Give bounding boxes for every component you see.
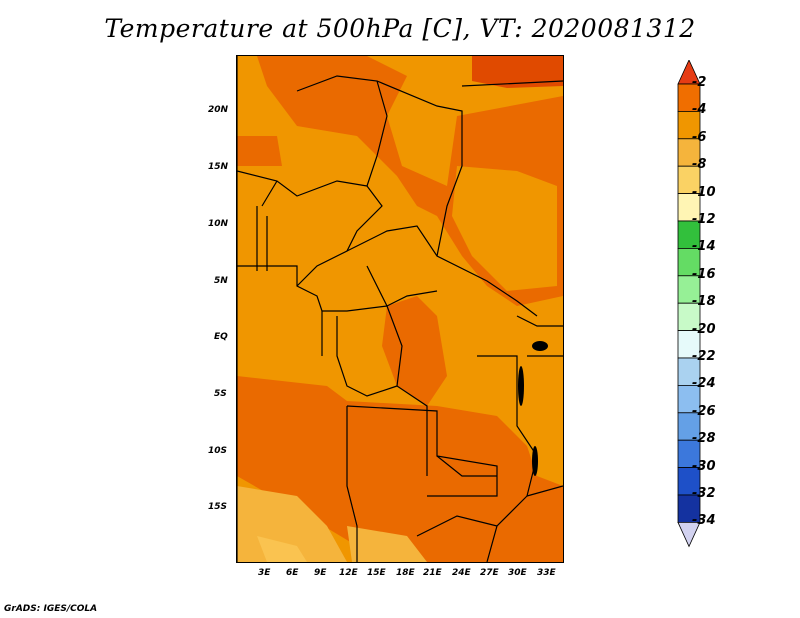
colorbar-label: -30 <box>692 458 716 474</box>
lon-label-27e: 27E <box>480 568 499 578</box>
colorbar-label: -10 <box>692 184 716 200</box>
colorbar-label: -24 <box>692 376 716 392</box>
colorbar-label: -14 <box>692 239 716 255</box>
footer-credit: GrADS: IGES/COLA <box>4 604 98 614</box>
map-title: Temperature at 500hPa [C], VT: 202008131… <box>104 14 696 43</box>
lat-label-5n: 5N <box>214 276 228 286</box>
colorbar-label: -22 <box>692 349 716 364</box>
temp-region-south-cool <box>347 526 427 562</box>
lat-label-eq: EQ <box>214 332 228 342</box>
map-panel <box>236 55 564 563</box>
lon-label-12e: 12E <box>339 568 358 578</box>
lon-label-15e: 15E <box>367 568 386 578</box>
colorbar-label: -12 <box>692 212 716 227</box>
colorbar-label: -2 <box>692 75 707 90</box>
colorbar-label: -32 <box>692 486 716 501</box>
lon-label-21e: 21E <box>423 568 442 578</box>
lat-label-15n: 15N <box>208 162 229 172</box>
lon-label-18e: 18E <box>396 568 415 578</box>
lat-label-10s: 10S <box>208 446 228 456</box>
colorbar-label: -4 <box>692 102 707 118</box>
colorbar-label: -26 <box>692 403 716 419</box>
lat-label-15s: 15S <box>208 502 228 512</box>
temp-region-hot-corner <box>472 56 563 88</box>
lat-label-10n: 10N <box>208 219 229 229</box>
lat-label-5s: 5S <box>214 389 227 399</box>
lon-label-9e: 9E <box>314 568 327 578</box>
temp-region-south-warm <box>237 376 563 562</box>
lon-label-30e: 30E <box>508 568 527 578</box>
temp-region-southeast-lighter <box>517 406 563 486</box>
colorbar-label: -28 <box>692 431 716 447</box>
colorbar <box>677 60 701 548</box>
colorbar-label: -6 <box>692 129 707 145</box>
lon-label-3e: 3E <box>258 568 271 578</box>
lakes <box>518 341 548 476</box>
lon-label-33e: 33E <box>537 568 556 578</box>
temp-region-west-patch <box>237 136 282 166</box>
temperature-map <box>237 56 563 562</box>
colorbar-label: -34 <box>692 513 716 529</box>
colorbar-label: -16 <box>692 266 716 282</box>
colorbar-label: -20 <box>692 321 716 337</box>
temp-region-coolest <box>257 536 307 562</box>
colorbar-bottom-arrow <box>677 521 701 548</box>
lat-label-20n: 20N <box>208 105 229 115</box>
colorbar-label: -8 <box>692 157 707 173</box>
lon-label-24e: 24E <box>452 568 471 578</box>
country-borders <box>237 56 563 562</box>
colorbar-label: -18 <box>692 294 716 310</box>
lon-label-6e: 6E <box>286 568 299 578</box>
temp-region-northeast-lighter <box>452 166 557 291</box>
